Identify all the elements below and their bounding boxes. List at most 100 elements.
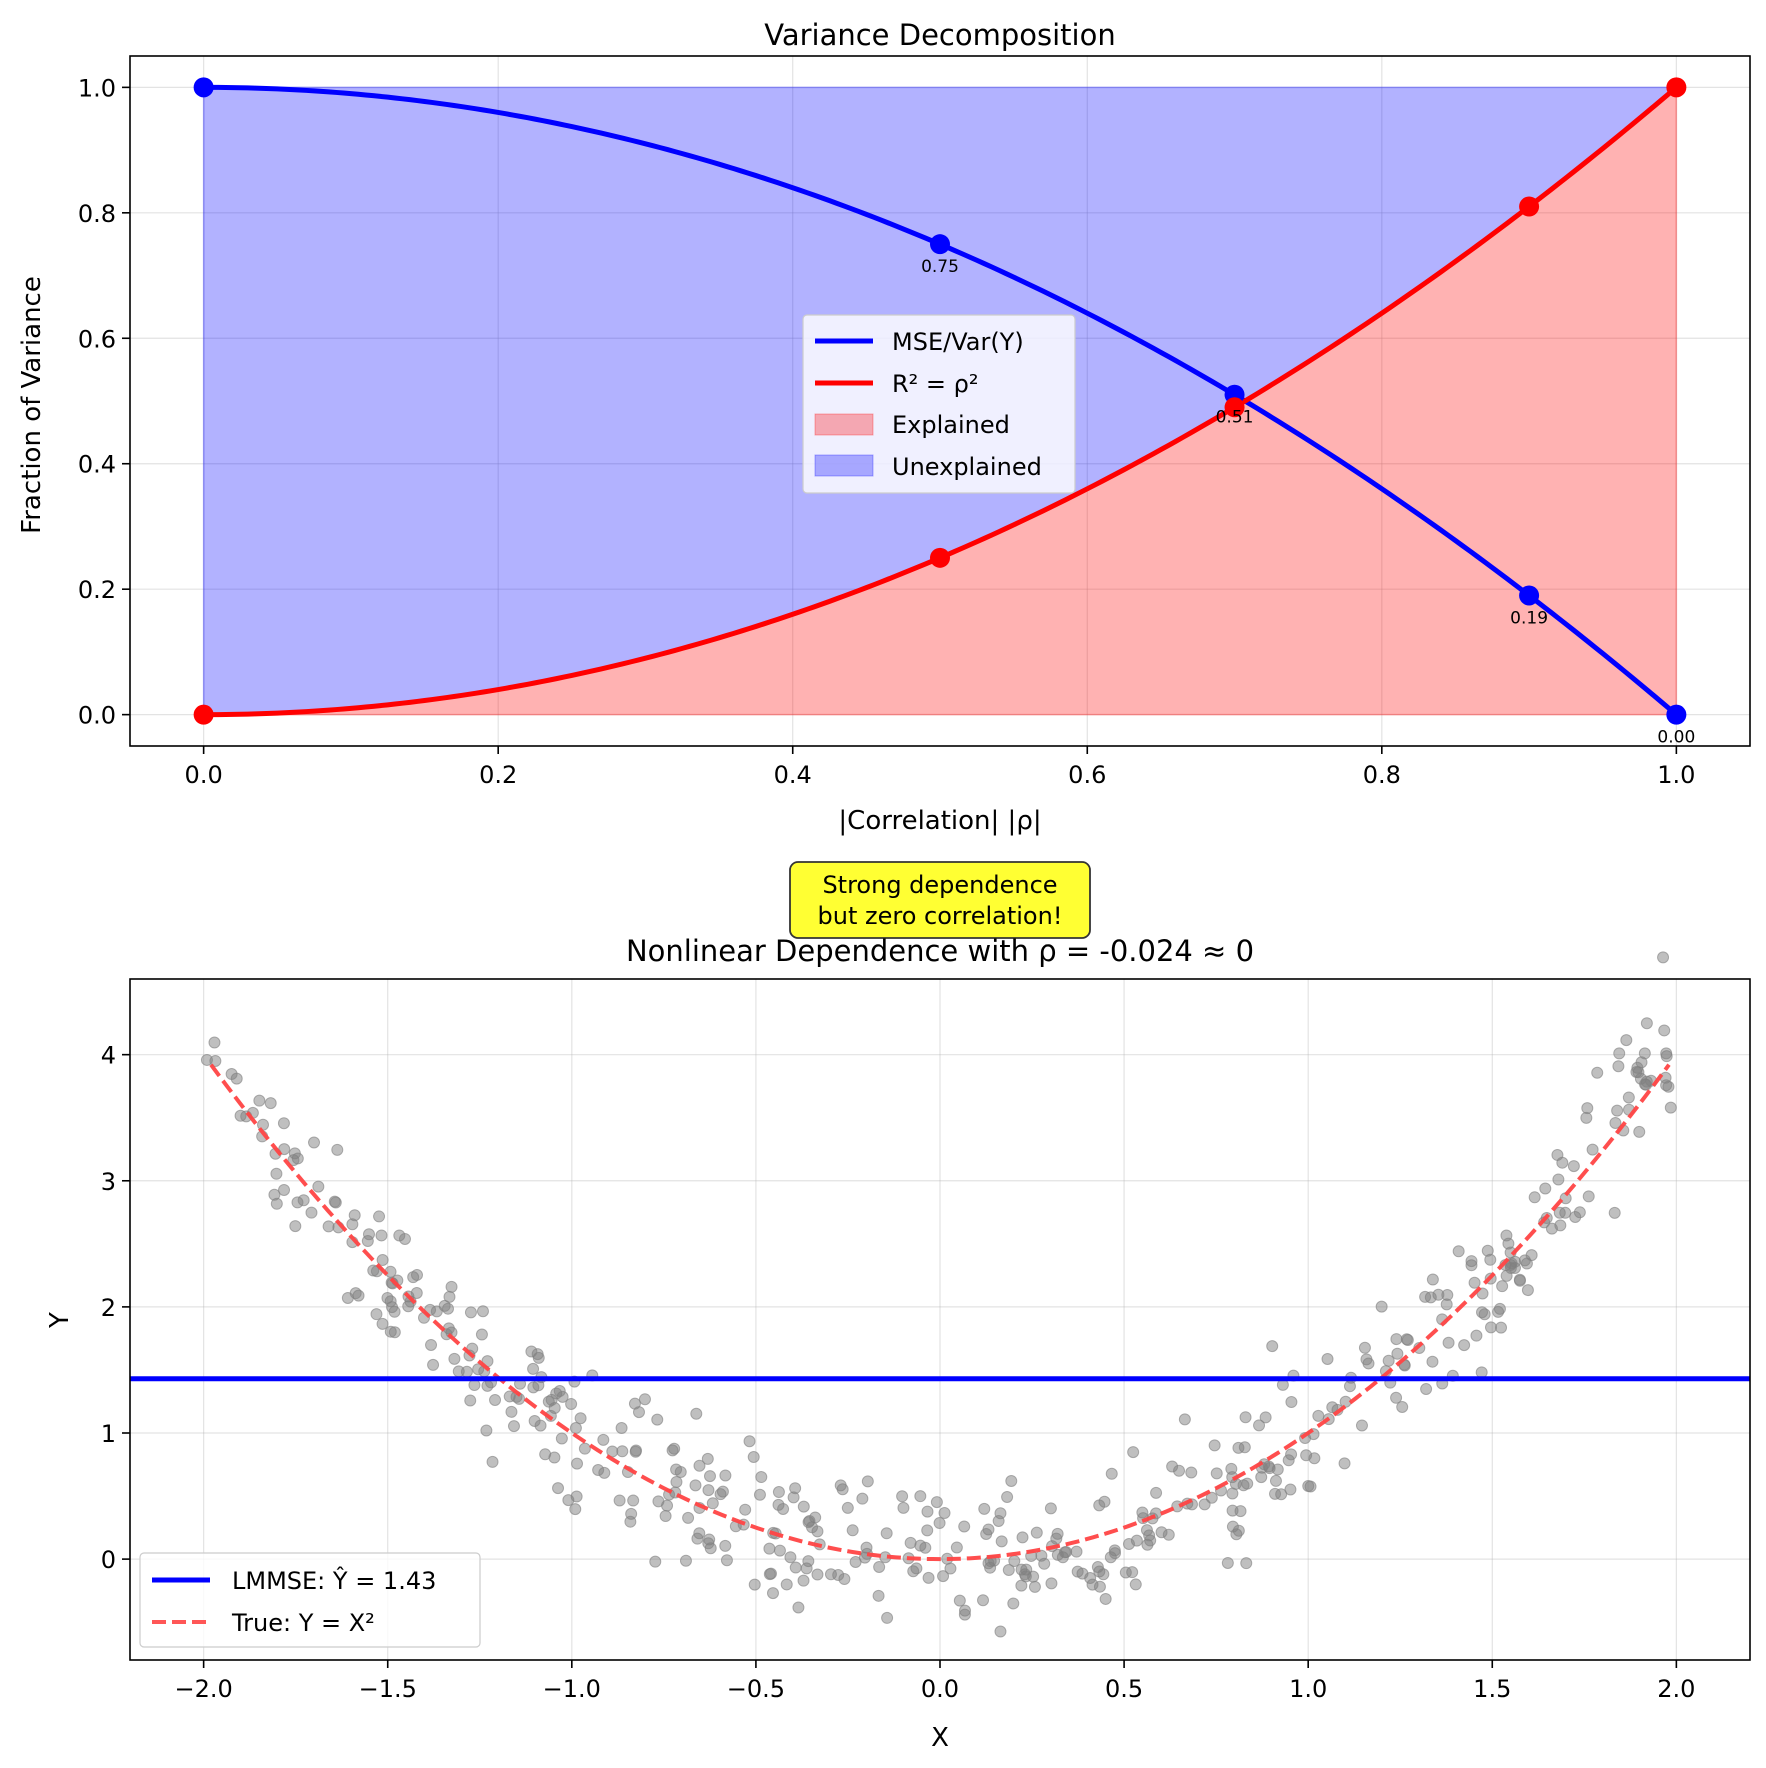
- scatter-point: [452, 1365, 465, 1378]
- scatter-point: [1205, 1491, 1218, 1504]
- scatter-point: [1105, 1467, 1118, 1480]
- scatter-point: [719, 1469, 732, 1482]
- scatter-point: [531, 1348, 544, 1361]
- scatter-point: [539, 1448, 552, 1461]
- top-legend: MSE/Var(Y) R² = ρ² Explained Unexplained: [802, 314, 1076, 494]
- scatter-point: [933, 1517, 946, 1530]
- scatter-point: [1632, 1066, 1645, 1079]
- scatter-point: [1556, 1156, 1569, 1169]
- scatter-point: [1358, 1341, 1371, 1354]
- scatter-point: [312, 1180, 325, 1193]
- scatter-point: [322, 1220, 335, 1233]
- scatter-point: [328, 1195, 341, 1208]
- scatter-point: [264, 1097, 277, 1110]
- scatter-point: [720, 1554, 733, 1567]
- scatter-point: [1496, 1280, 1509, 1293]
- scatter-point: [1226, 1487, 1239, 1500]
- scatter-point: [773, 1544, 786, 1557]
- scatter-point: [651, 1413, 664, 1426]
- bottom-x-tick-label: 1.0: [1289, 1675, 1327, 1703]
- r2-point: [930, 547, 950, 568]
- scatter-point: [1475, 1366, 1488, 1379]
- scatter-point: [897, 1501, 910, 1514]
- scatter-point: [937, 1570, 950, 1583]
- scatter-point: [1001, 1490, 1014, 1503]
- scatter-point: [410, 1287, 423, 1300]
- mse-point: [1666, 704, 1687, 725]
- mse-point: [930, 234, 950, 255]
- callout-text-line-2: but zero correlation!: [818, 902, 1063, 930]
- scatter-point: [367, 1264, 380, 1277]
- scatter-point: [958, 1520, 971, 1533]
- top-axes-frame: [129, 55, 1751, 747]
- scatter-point: [1525, 1249, 1538, 1262]
- scatter-point: [407, 1271, 420, 1284]
- scatter-point: [1426, 1355, 1439, 1368]
- scatter-point: [1552, 1173, 1565, 1186]
- scatter-point: [565, 1397, 578, 1410]
- scatter-point: [1468, 1276, 1481, 1289]
- scatter-point: [702, 1484, 715, 1497]
- top-x-tick-label: 0.8: [1363, 761, 1401, 789]
- scatter-point: [234, 1109, 247, 1122]
- scatter-point: [375, 1229, 388, 1242]
- scatter-point: [1035, 1549, 1048, 1562]
- scatter-point: [668, 1442, 681, 1455]
- scatter-point: [982, 1523, 995, 1536]
- scatter-point: [1664, 1101, 1677, 1114]
- scatter-point: [569, 1422, 582, 1435]
- scatter-point: [753, 1488, 766, 1501]
- scatter-point: [571, 1457, 584, 1470]
- scatter-point: [308, 1136, 321, 1149]
- scatter-point: [1030, 1526, 1043, 1539]
- bottom-x-tick-label: 2.0: [1657, 1675, 1695, 1703]
- scatter-point: [1586, 1143, 1599, 1156]
- scatter-point: [1093, 1499, 1106, 1512]
- scatter-point: [550, 1387, 563, 1400]
- top-x-tick-label: 0.4: [774, 761, 812, 789]
- scatter-point: [670, 1475, 683, 1488]
- scatter-point: [689, 1479, 702, 1492]
- scatter-point: [597, 1433, 610, 1446]
- scatter-point: [1458, 1339, 1471, 1352]
- scatter-point: [763, 1568, 776, 1581]
- scatter-point: [1640, 1078, 1653, 1091]
- mse-point: [1519, 585, 1540, 606]
- bottom-x-tick-label: −2.0: [174, 1675, 232, 1703]
- bottom-x-tick-label: −0.5: [727, 1675, 785, 1703]
- scatter-point: [701, 1452, 714, 1465]
- scatter-point: [486, 1455, 499, 1468]
- scatter-point: [659, 1510, 672, 1523]
- scatter-point: [370, 1308, 383, 1321]
- scatter-point: [1608, 1206, 1621, 1219]
- legend-r2-label: R² = ρ²: [892, 370, 979, 398]
- scatter-point: [1130, 1534, 1143, 1547]
- scatter-point: [1658, 1024, 1671, 1037]
- scatter-point: [958, 1608, 971, 1621]
- scatter-point: [1638, 1047, 1651, 1060]
- mse-value-annotation: 0.75: [921, 257, 959, 277]
- scatter-point: [1016, 1531, 1029, 1544]
- true-curve: [209, 1063, 1671, 1562]
- scatter-point: [1271, 1463, 1284, 1476]
- scatter-point: [789, 1561, 802, 1574]
- scatter-point: [208, 1036, 221, 1049]
- top-y-axis-label: Fraction of Variance: [17, 276, 47, 534]
- scatter-point: [806, 1521, 819, 1534]
- scatter-point: [1611, 1104, 1624, 1117]
- legend-explained-swatch: [814, 413, 874, 436]
- bottom-x-tick-label: 0.5: [1105, 1675, 1143, 1703]
- scatter-point: [1484, 1321, 1497, 1334]
- scatter-point: [1127, 1446, 1140, 1459]
- scatter-point: [1275, 1488, 1288, 1501]
- scatter-point: [856, 1492, 869, 1505]
- scatter-point: [1002, 1563, 1015, 1576]
- scatter-point: [1338, 1457, 1351, 1470]
- scatter-point: [1401, 1334, 1414, 1347]
- scatter-point: [1240, 1557, 1253, 1570]
- scatter-point: [253, 1094, 266, 1107]
- scatter-point: [476, 1305, 489, 1318]
- bottom-x-tick-label: 1.5: [1473, 1675, 1511, 1703]
- legend-mse-label: MSE/Var(Y): [892, 328, 1024, 356]
- scatter-point: [346, 1218, 359, 1231]
